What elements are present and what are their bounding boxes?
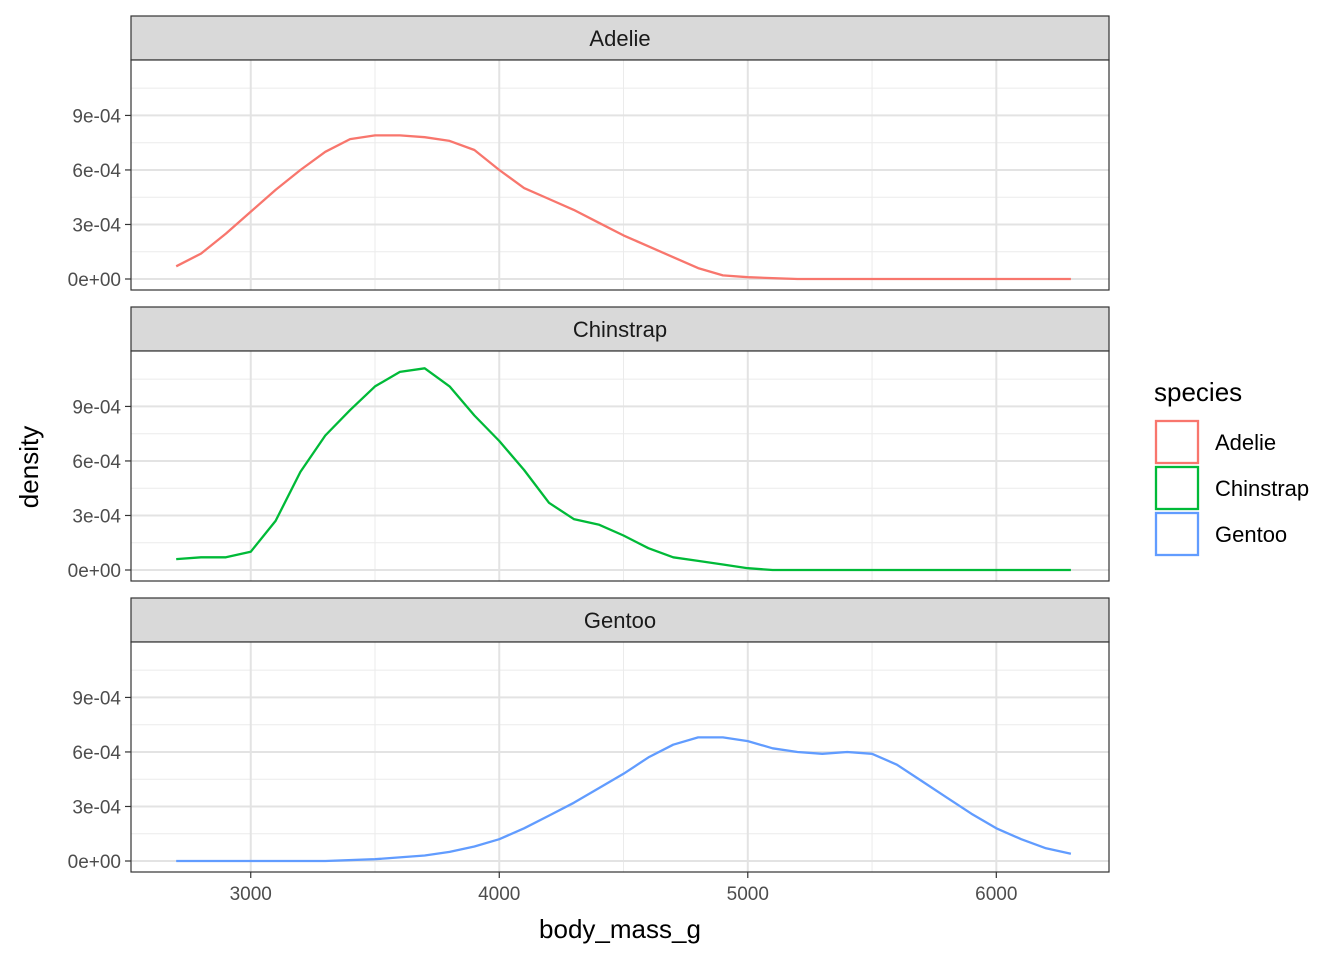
density-line-adelie [175, 134, 1071, 281]
y-tick-label: 6e-04 [72, 743, 121, 764]
y-tick-label: 9e-04 [72, 688, 121, 709]
facet-strip-label: Adelie [589, 26, 650, 51]
facet-strip [130, 597, 1110, 643]
y-tick-label: 0e+00 [68, 852, 121, 873]
legend-label-chinstrap: Chinstrap [1215, 476, 1309, 501]
x-tick-label: 3000 [230, 884, 272, 905]
legend: species Adelie Chinstrap Gentoo [1154, 377, 1309, 557]
y-tick-label: 9e-04 [72, 106, 121, 127]
density-line-chinstrap [176, 367, 1071, 572]
y-tick-label: 3e-04 [72, 797, 121, 818]
legend-label-gentoo: Gentoo [1215, 522, 1287, 547]
y-tick-label: 9e-04 [72, 397, 121, 418]
facet-strip [130, 15, 1110, 61]
legend-key-chinstrap [1154, 465, 1200, 511]
facet-panel-adelie: Adelie 0e+00 3e-04 6e-04 9e-04 [68, 15, 1110, 291]
y-tick-label: 3e-04 [72, 506, 121, 527]
x-tick-label: 6000 [975, 884, 1017, 905]
panel-border [130, 59, 1110, 291]
legend-label-adelie: Adelie [1215, 430, 1276, 455]
panel-background [131, 642, 1109, 872]
panel-background [131, 60, 1109, 290]
panel-background [131, 351, 1109, 581]
facet-strip [130, 306, 1110, 352]
facet-panels: Adelie 0e+00 3e-04 6e-04 9e-04 Chinstrap 0e+00… [68, 15, 1110, 873]
density-line-gentoo [176, 736, 1072, 863]
y-tick-label: 6e-04 [72, 161, 121, 182]
x-axis-title: body_mass_g [539, 914, 701, 944]
x-tick-label: 5000 [727, 884, 769, 905]
facet-strip-label: Chinstrap [573, 317, 667, 342]
y-axis-title: density [14, 426, 44, 508]
legend-key-adelie [1154, 419, 1200, 465]
y-tick-label: 0e+00 [68, 561, 121, 582]
y-tick-label: 0e+00 [68, 270, 121, 291]
y-tick-label: 6e-04 [72, 452, 121, 473]
panel-border [130, 350, 1110, 582]
x-tick-label: 4000 [478, 884, 520, 905]
panel-border [130, 641, 1110, 873]
facet-panel-gentoo: Gentoo 0e+00 3e-04 6e-04 9e-04 [68, 597, 1110, 873]
facet-panel-chinstrap: Chinstrap 0e+00 3e-04 6e-04 9e-04 [68, 306, 1110, 582]
x-axis: 3000 4000 5000 6000 [230, 872, 1017, 905]
legend-key-gentoo [1154, 511, 1200, 557]
legend-title: species [1154, 377, 1242, 407]
facet-strip-label: Gentoo [584, 608, 656, 633]
y-tick-label: 3e-04 [72, 215, 121, 236]
